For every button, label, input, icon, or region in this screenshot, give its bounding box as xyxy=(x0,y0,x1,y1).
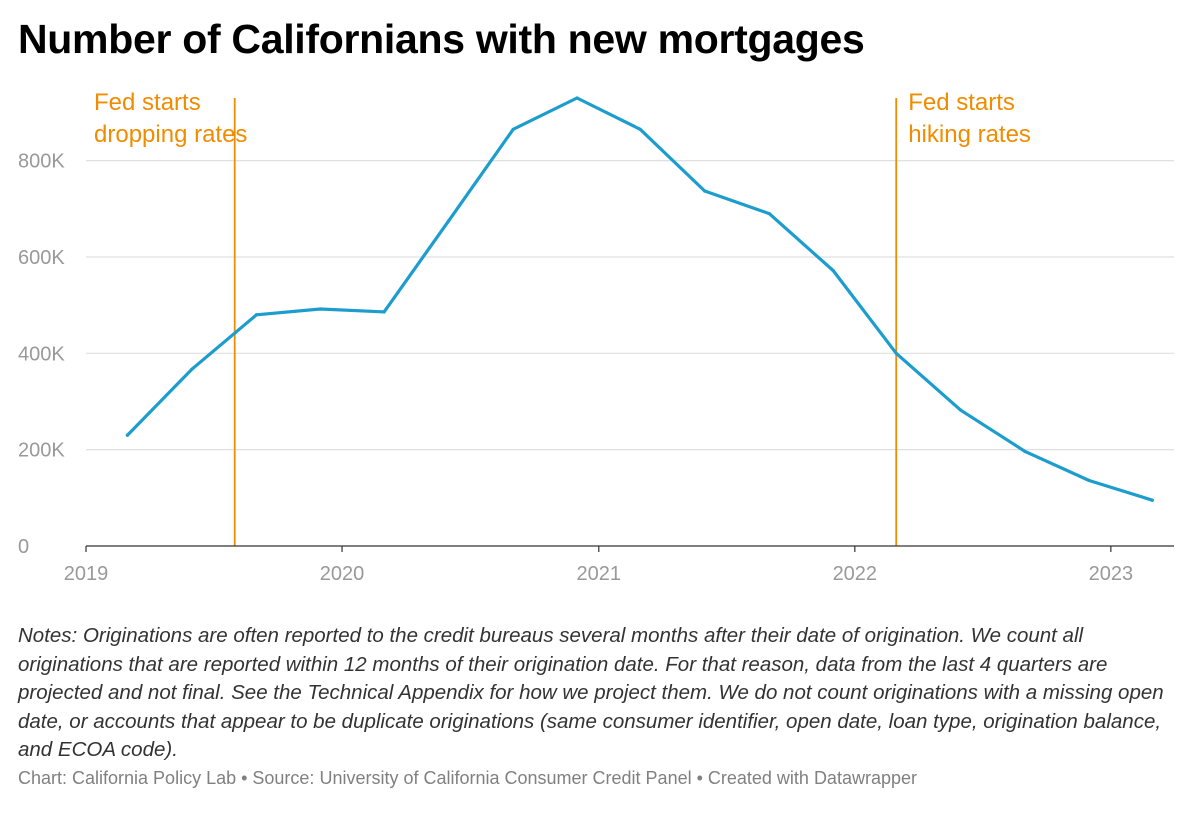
series-layer xyxy=(125,96,1154,502)
data-point xyxy=(767,212,771,216)
data-point xyxy=(1087,478,1091,483)
data-point xyxy=(703,189,707,193)
line-chart: Fed starts dropping rates Fed starts hiking… xyxy=(18,89,1174,585)
annotation-label: hiking rates xyxy=(908,121,1031,148)
x-tick-label: 2022 xyxy=(833,563,878,585)
data-point xyxy=(125,433,129,437)
y-tick-label: 800K xyxy=(18,151,65,173)
y-tick-label: 600K xyxy=(18,247,65,269)
annotation-label: Fed starts xyxy=(94,89,201,116)
data-point xyxy=(318,307,322,311)
grid-layer xyxy=(86,160,1174,451)
chart-title: Number of Californians with new mortgage… xyxy=(18,16,865,62)
data-point xyxy=(382,310,386,314)
x-tick-label: 2019 xyxy=(64,563,109,585)
data-point xyxy=(447,219,451,223)
chart-credit: Chart: California Policy Lab • Source: U… xyxy=(18,768,917,788)
x-tick-label: 2023 xyxy=(1089,563,1134,585)
data-point xyxy=(959,408,963,412)
x-tick-label: 2021 xyxy=(577,563,622,585)
data-point xyxy=(254,313,259,317)
data-point xyxy=(1150,498,1154,502)
y-tick-label: 200K xyxy=(18,440,65,462)
data-point xyxy=(831,268,835,273)
x-tick-label: 2020 xyxy=(320,563,365,585)
data-point xyxy=(638,127,642,131)
data-point xyxy=(190,367,194,371)
annotation-label: Fed starts xyxy=(908,89,1015,116)
data-point xyxy=(575,96,579,100)
annotation-layer: Fed starts dropping rates Fed starts hiking… xyxy=(94,89,1031,546)
data-point xyxy=(1023,449,1027,454)
axis-layer: 0 200K 400K 600K 800K 2019 2020 2021 2022 2023 xyxy=(18,151,1174,585)
data-point xyxy=(894,351,898,355)
data-point xyxy=(511,127,515,131)
chart-notes: Notes: Originations are often reported t… xyxy=(18,624,1164,761)
y-tick-label: 0 xyxy=(18,536,29,558)
annotation-label: dropping rates xyxy=(94,121,247,148)
y-tick-label: 400K xyxy=(18,343,65,365)
series-line xyxy=(125,96,1154,502)
